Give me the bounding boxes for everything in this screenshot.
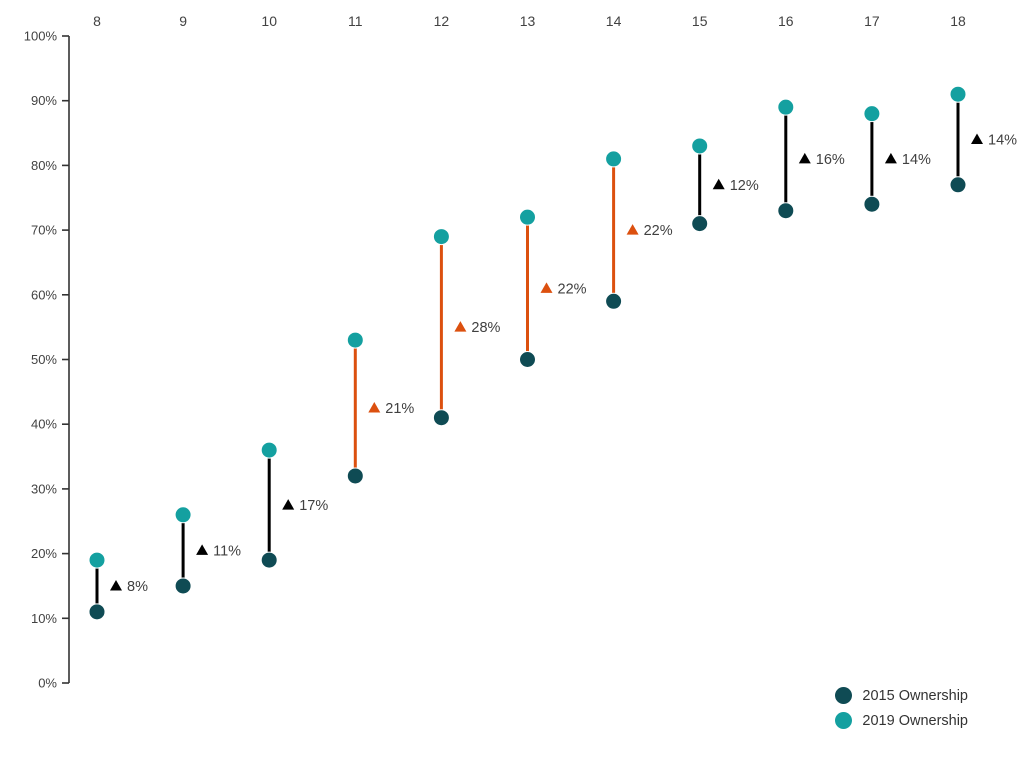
data-point-2015[interactable] (691, 215, 709, 233)
data-point-2015[interactable] (260, 551, 278, 569)
x-axis-label: 11 (348, 13, 363, 29)
data-point-2019[interactable] (88, 551, 106, 569)
x-axis-label: 9 (179, 13, 187, 29)
data-point-2015[interactable] (174, 577, 192, 595)
data-point-2019[interactable] (346, 331, 364, 349)
x-axis-label: 15 (692, 13, 708, 29)
delta-triangle-icon (110, 579, 122, 591)
y-axis-tick-label: 90% (31, 93, 57, 108)
delta-triangle-icon (454, 321, 467, 332)
data-point-2015[interactable] (519, 351, 536, 368)
data-point-2019[interactable] (174, 506, 192, 524)
y-axis-tick-label: 20% (31, 546, 57, 561)
delta-triangle-icon (884, 152, 897, 164)
data-point-2019[interactable] (691, 137, 709, 155)
legend-label-2015: 2015 Ownership (862, 687, 968, 704)
legend-item-2015-ownership[interactable]: 2015 Ownership (835, 687, 968, 704)
data-point-2015[interactable] (949, 176, 967, 194)
data-point-2019[interactable] (519, 208, 536, 226)
delta-label: 8% (127, 579, 148, 595)
data-point-2015[interactable] (605, 292, 623, 310)
y-axis-tick-label: 50% (31, 352, 57, 367)
x-axis-label: 17 (864, 13, 880, 29)
delta-label: 22% (558, 281, 587, 297)
data-point-2019[interactable] (777, 98, 795, 116)
y-axis-tick-label: 70% (31, 223, 57, 238)
delta-triangle-icon (798, 152, 811, 164)
x-axis-label: 16 (778, 13, 794, 29)
delta-label: 12% (730, 178, 759, 194)
x-axis-label: 13 (520, 13, 536, 29)
delta-label: 17% (299, 498, 328, 514)
delta-label: 16% (816, 152, 845, 168)
delta-triangle-icon (971, 133, 983, 145)
x-axis-label: 14 (606, 13, 622, 29)
delta-label: 14% (902, 152, 931, 168)
y-axis-tick-label: 10% (31, 611, 57, 626)
delta-label: 21% (385, 401, 414, 417)
data-point-2019[interactable] (260, 441, 278, 459)
y-axis-tick-label: 0% (38, 676, 57, 691)
data-point-2019[interactable] (863, 105, 881, 123)
data-point-2015[interactable] (432, 409, 450, 427)
data-point-2015[interactable] (88, 603, 106, 621)
y-axis-tick-label: 60% (31, 287, 57, 302)
delta-label: 28% (471, 320, 500, 336)
legend-item-2019-ownership[interactable]: 2019 Ownership (835, 712, 968, 729)
y-axis-tick-label: 100% (24, 29, 58, 44)
legend-dot-2019-icon (835, 712, 853, 729)
delta-label: 22% (644, 223, 673, 239)
x-axis-label: 18 (950, 13, 966, 29)
legend: 2015 Ownership 2019 Ownership (835, 687, 968, 729)
y-axis-tick-label: 80% (31, 158, 57, 173)
data-point-2015[interactable] (777, 202, 795, 220)
delta-triangle-icon (540, 282, 553, 293)
delta-triangle-icon (282, 499, 295, 510)
x-axis-label: 12 (434, 13, 450, 29)
x-axis-label: 10 (261, 13, 277, 29)
data-point-2019[interactable] (949, 85, 967, 103)
y-axis-tick-label: 40% (31, 417, 57, 432)
data-point-2015[interactable] (346, 467, 364, 485)
delta-triangle-icon (368, 402, 381, 413)
x-axis-label: 8 (93, 13, 101, 29)
delta-label: 11% (213, 543, 241, 559)
data-point-2019[interactable] (605, 150, 623, 168)
legend-dot-2015-icon (835, 687, 853, 704)
delta-triangle-icon (626, 224, 639, 235)
delta-triangle-icon (712, 178, 725, 190)
legend-label-2019: 2019 Ownership (862, 712, 968, 729)
delta-label: 14% (988, 133, 1017, 149)
y-axis-tick-label: 30% (31, 481, 57, 496)
delta-triangle-icon (196, 544, 209, 555)
data-point-2015[interactable] (863, 195, 881, 213)
data-point-2019[interactable] (432, 228, 450, 246)
